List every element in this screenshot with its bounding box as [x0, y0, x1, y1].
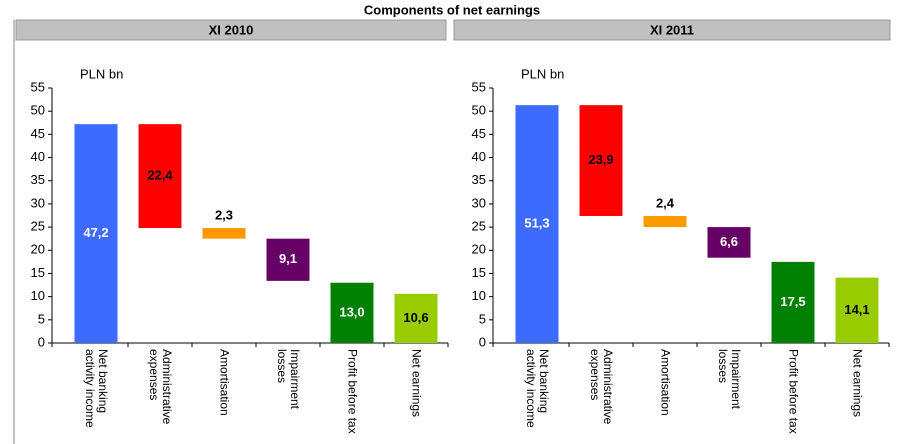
bar: [74, 124, 118, 343]
y-tick-label: 5: [479, 311, 486, 326]
y-tick-label: 30: [31, 195, 45, 210]
bar: [138, 124, 182, 229]
unit-label: PLN bn: [521, 66, 564, 81]
y-tick-label: 0: [38, 334, 45, 349]
value-label: 23,9: [588, 152, 613, 167]
main-title: Components of net earnings: [364, 2, 540, 17]
value-label: 2,4: [656, 195, 675, 210]
bar: [266, 238, 310, 281]
y-tick-label: 50: [472, 103, 486, 118]
y-tick-label: 35: [31, 172, 45, 187]
panel-title: XI 2011: [650, 22, 694, 37]
bar: [394, 293, 438, 343]
category-label: Net banking activity income: [524, 349, 551, 428]
y-tick-label: 5: [38, 311, 45, 326]
bar: [515, 105, 559, 344]
bar: [330, 282, 374, 343]
bar: [771, 261, 815, 343]
y-tick-label: 40: [31, 149, 45, 164]
category-label: Administrative expenses: [588, 349, 615, 425]
category-label: Amortisation: [658, 349, 673, 416]
value-label: 6,6: [720, 234, 738, 249]
bar: [579, 105, 623, 216]
value-label: 9,1: [279, 251, 297, 266]
category-label: Profit before tax: [345, 349, 360, 434]
category-label: Impairment losses: [716, 349, 743, 410]
panel-header: [453, 19, 891, 41]
bar: [835, 277, 879, 343]
category-label: Profit before tax: [786, 349, 801, 434]
y-tick-label: 25: [472, 219, 486, 234]
value-label: 14,1: [844, 302, 869, 317]
value-label: 2,3: [215, 207, 233, 222]
y-tick-label: 15: [31, 265, 45, 280]
category-label: Net earnings: [409, 349, 424, 418]
y-tick-label: 20: [472, 242, 486, 257]
y-tick-label: 10: [31, 288, 45, 303]
panel-title: XI 2010: [209, 22, 254, 37]
value-label: 47,2: [83, 225, 108, 240]
category-label: Amortisation: [217, 349, 232, 416]
category-label: Impairment losses: [275, 349, 302, 410]
category-label: Administrative expenses: [147, 349, 174, 425]
y-tick-label: 25: [31, 219, 45, 234]
value-label: 10,6: [403, 310, 428, 325]
category-label: Net banking activity income: [83, 349, 110, 428]
y-tick-label: 45: [31, 126, 45, 141]
y-tick-label: 50: [31, 103, 45, 118]
unit-label: PLN bn: [80, 66, 123, 81]
bar: [202, 228, 246, 239]
y-tick-label: 40: [472, 149, 486, 164]
value-label: 22,4: [147, 168, 173, 183]
y-tick-label: 20: [31, 242, 45, 257]
bar: [707, 227, 751, 258]
value-label: 13,0: [339, 304, 364, 319]
y-tick-label: 10: [472, 288, 486, 303]
y-tick-label: 0: [479, 334, 486, 349]
y-tick-label: 15: [472, 265, 486, 280]
y-tick-label: 35: [472, 172, 486, 187]
value-label: 51,3: [524, 216, 549, 231]
value-label: 17,5: [780, 294, 805, 309]
panel-header: [15, 19, 447, 41]
y-tick-label: 55: [472, 79, 486, 94]
category-label: Net earnings: [850, 349, 865, 418]
y-tick-label: 30: [472, 195, 486, 210]
bar: [643, 215, 687, 228]
y-tick-label: 45: [472, 126, 486, 141]
y-tick-label: 55: [31, 79, 45, 94]
